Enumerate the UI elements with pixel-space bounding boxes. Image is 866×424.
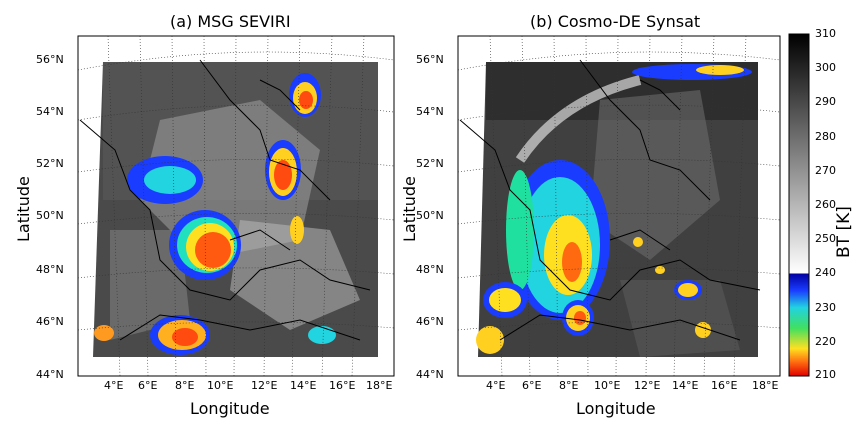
lat-tick: 46°N <box>36 315 64 328</box>
lon-tick: 18°E <box>366 379 393 392</box>
lat-tick: 56°N <box>416 53 444 66</box>
lon-tick: 10°E <box>594 379 621 392</box>
colorbar-tick: 230 <box>815 301 836 314</box>
panel-b-title: (b) Cosmo-DE Synsat <box>530 12 701 31</box>
lon-tick: 4°E <box>486 379 506 392</box>
colorbar-tick: 210 <box>815 368 836 381</box>
lon-tick: 18°E <box>752 379 779 392</box>
lon-tick: 4°E <box>104 379 124 392</box>
lat-tick: 50°N <box>36 209 64 222</box>
panel-a-title: (a) MSG SEVIRI <box>170 12 291 31</box>
lon-tick: 16°E <box>711 379 738 392</box>
colorbar-label: BT [K] <box>834 206 854 258</box>
colorbar-tick: 270 <box>815 164 836 177</box>
lat-tick: 54°N <box>36 105 64 118</box>
lon-tick: 14°E <box>290 379 317 392</box>
lon-tick: 6°E <box>522 379 542 392</box>
colorbar-tick: 300 <box>815 61 836 74</box>
colorbar-tick: 280 <box>815 130 836 143</box>
colorbar-tick: 290 <box>815 95 836 108</box>
colorbar-tick: 310 <box>815 27 836 40</box>
lat-tick: 44°N <box>416 368 444 381</box>
lon-tick: 12°E <box>251 379 278 392</box>
colorbar-tick: 260 <box>815 198 836 211</box>
lon-tick: 12°E <box>634 379 661 392</box>
x-axis-label: Longitude <box>576 399 656 418</box>
lon-tick: 16°E <box>329 379 356 392</box>
lon-tick: 10°E <box>207 379 234 392</box>
lat-tick: 50°N <box>416 209 444 222</box>
lat-tick: 52°N <box>416 157 444 170</box>
lat-tick: 44°N <box>36 368 64 381</box>
lat-tick: 52°N <box>36 157 64 170</box>
lat-tick: 46°N <box>416 315 444 328</box>
lon-tick: 8°E <box>559 379 579 392</box>
x-axis-label: Longitude <box>190 399 270 418</box>
lat-tick: 54°N <box>416 105 444 118</box>
lon-tick: 14°E <box>672 379 699 392</box>
colorbar-tick: 250 <box>815 232 836 245</box>
lat-tick: 48°N <box>36 263 64 276</box>
lat-tick: 56°N <box>36 53 64 66</box>
lon-tick: 8°E <box>175 379 195 392</box>
colorbar-tick: 240 <box>815 266 836 279</box>
lat-tick: 48°N <box>416 263 444 276</box>
lon-tick: 6°E <box>138 379 158 392</box>
colorbar-tick: 220 <box>815 335 836 348</box>
